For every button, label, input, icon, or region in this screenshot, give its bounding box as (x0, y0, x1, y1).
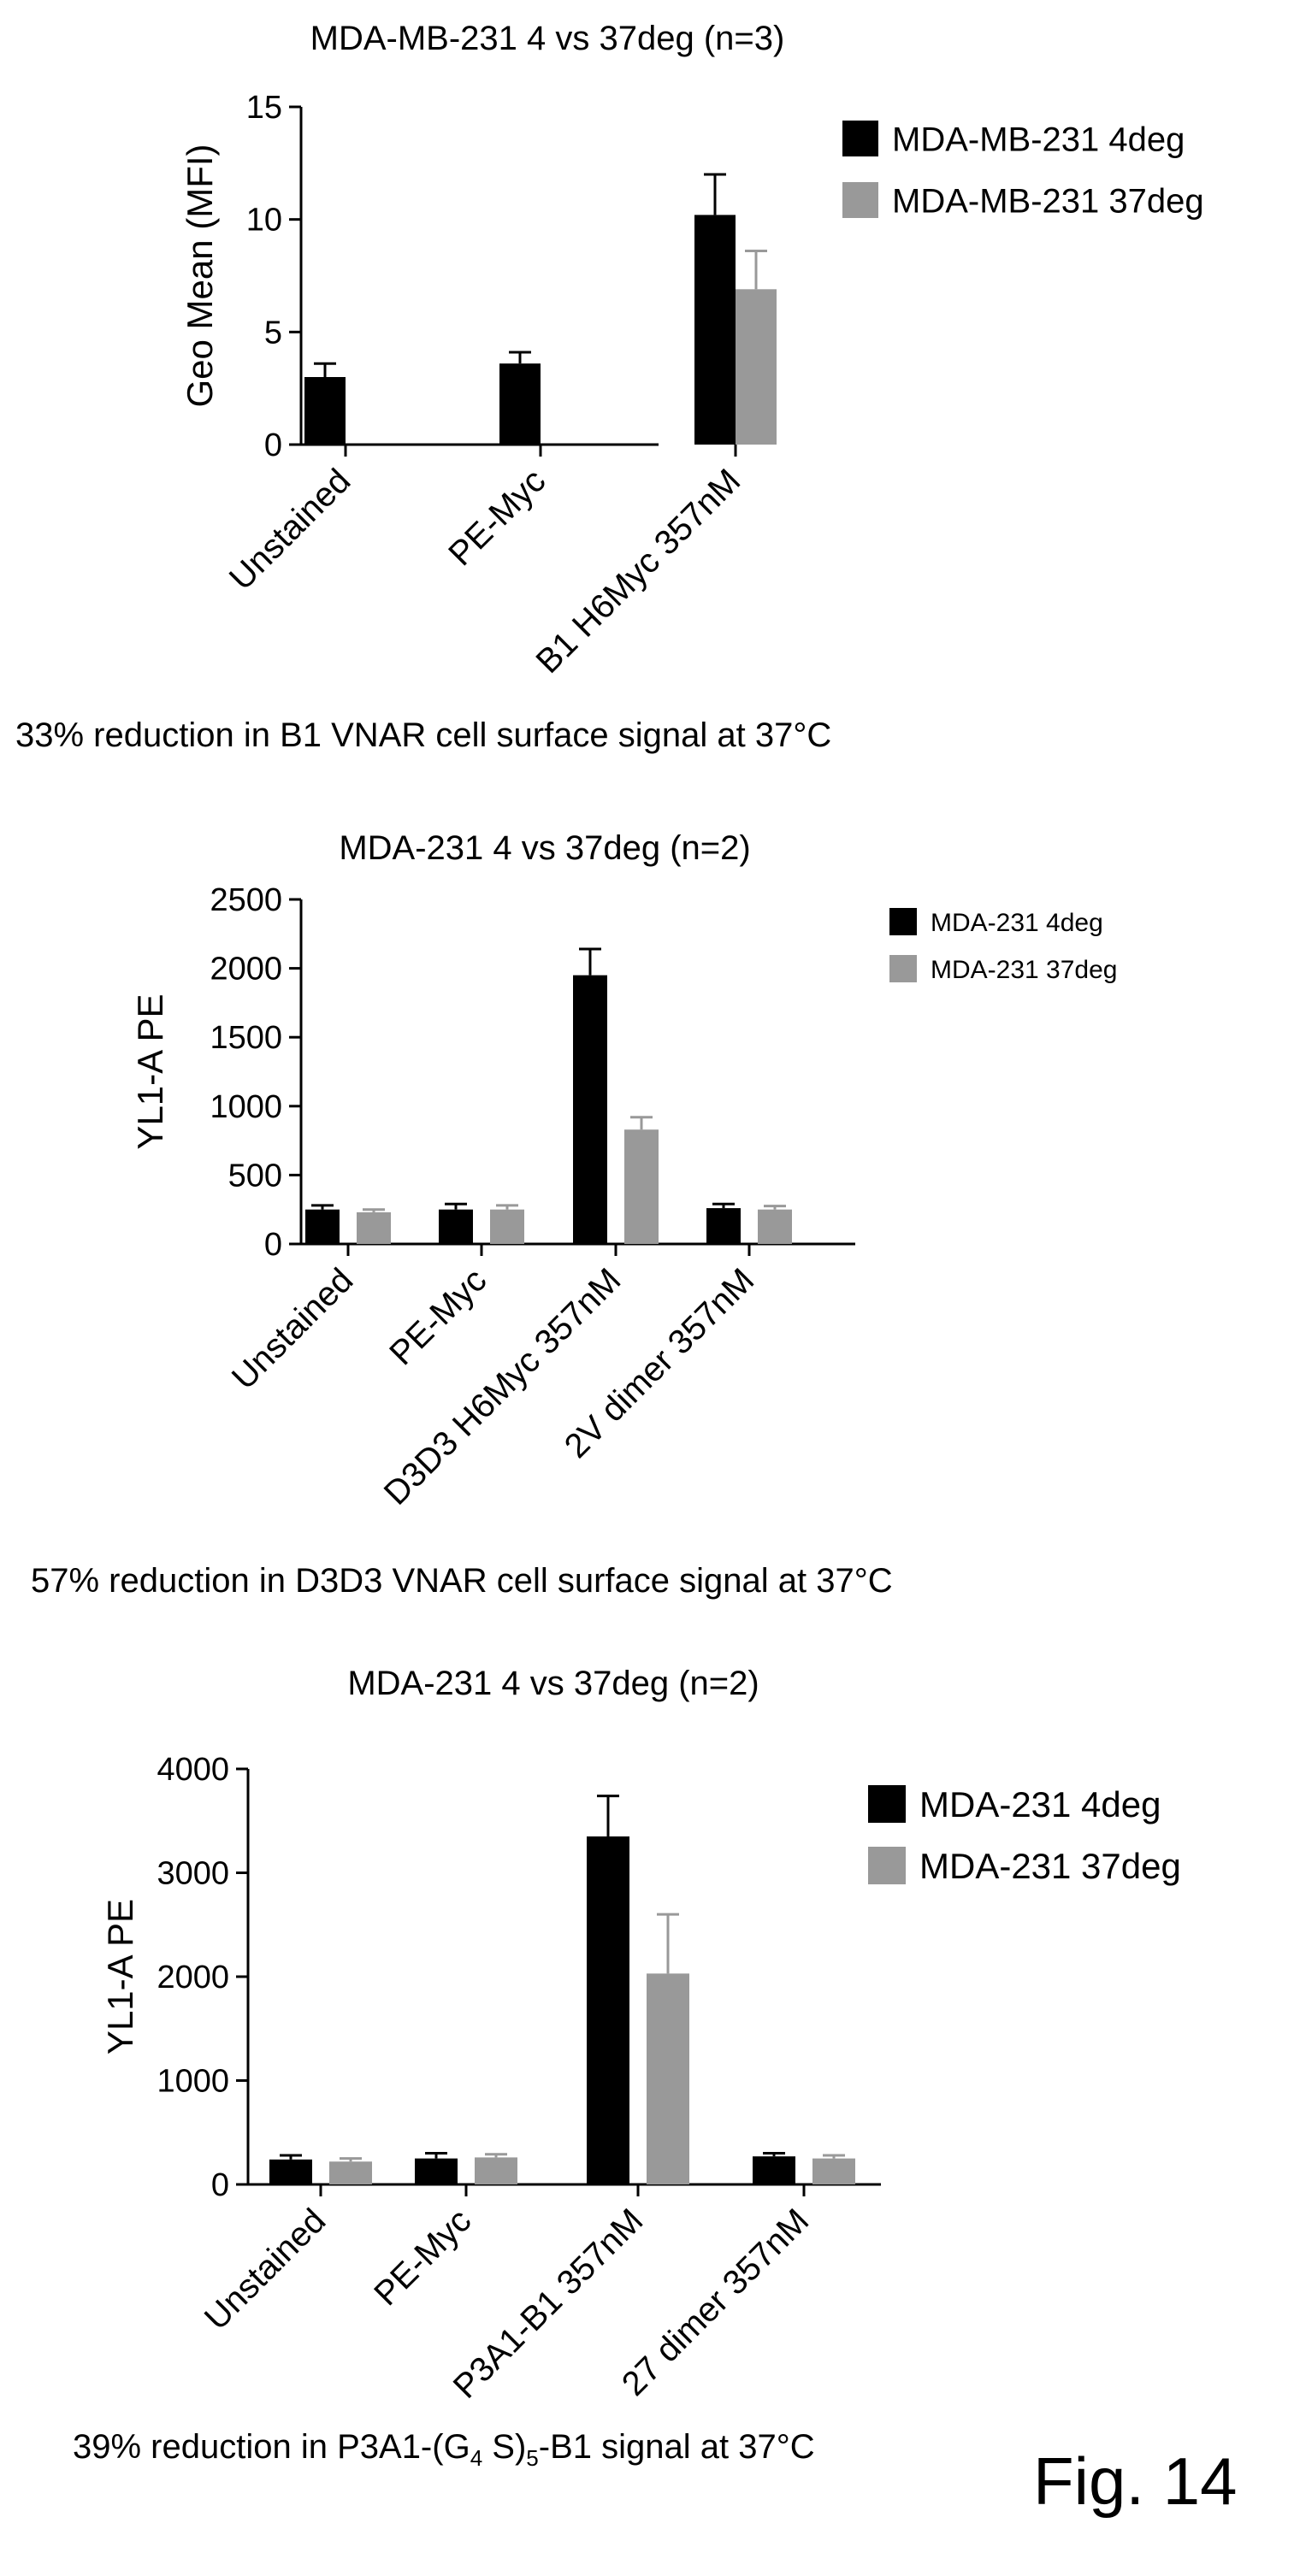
bar-37deg-4 (812, 2158, 855, 2184)
bar-37deg-3 (736, 289, 777, 445)
x-tick-label: PE-Myc (382, 1261, 493, 1372)
legend-swatch (842, 121, 878, 156)
chart-2: MDA-231 4 vs 37deg (n=2) 0 500 1000 1500 2000… (130, 829, 1117, 1512)
x-tick-label: PE-Myc (441, 462, 552, 573)
y-tick-label: 0 (211, 2167, 229, 2203)
bar-4deg-3 (694, 215, 736, 445)
y-tick-label: 10 (246, 203, 282, 239)
bar-4deg-4 (706, 1208, 741, 1244)
caption-chart-2: 57% reduction in D3D3 VNAR cell surface … (31, 1562, 893, 1600)
bar-4deg-3 (573, 975, 607, 1244)
caption-chart-3: 39% reduction in P3A1-(G4 S)5-B1 signal … (73, 2428, 815, 2471)
x-tick-label: B1 H6Myc 357nM (529, 462, 747, 681)
legend-swatch (868, 1847, 906, 1884)
y-tick-label: 2000 (157, 1960, 229, 1995)
legend-label: MDA-231 4deg (931, 909, 1103, 937)
x-tick-label: Unstained (222, 462, 357, 597)
bar-4deg-1 (305, 1209, 340, 1244)
legend-label: MDA-MB-231 4deg (892, 121, 1185, 158)
y-tick-label: 3000 (157, 1856, 229, 1892)
legend-label: MDA-231 4deg (919, 1784, 1161, 1824)
legend-swatch (889, 908, 917, 935)
bar-4deg-2 (499, 363, 541, 445)
chart-title: MDA-231 4 vs 37deg (n=2) (339, 829, 750, 867)
y-tick-label: 500 (228, 1158, 282, 1194)
legend-label: MDA-231 37deg (931, 956, 1117, 984)
bar-37deg-3 (647, 1973, 689, 2184)
chart-1: MDA-MB-231 4 vs 37deg (n=3) 0 5 10 15 Geo Mea… (180, 20, 1204, 681)
y-tick-label: 0 (264, 427, 282, 463)
bar-4deg-1 (269, 2159, 312, 2184)
y-tick-label: 5 (264, 315, 282, 351)
bar-37deg-4 (758, 1209, 792, 1244)
y-tick-label: 2000 (210, 952, 282, 987)
bar-37deg-2 (475, 2157, 517, 2184)
y-axis-label: YL1-A PE (130, 993, 170, 1149)
x-tick-label: D3D3 H6Myc 357nM (377, 1261, 629, 1512)
legend-swatch (868, 1785, 906, 1823)
bar-4deg-4 (753, 2156, 795, 2184)
bar-37deg-2 (490, 1209, 524, 1244)
y-tick-label: 1000 (157, 2064, 229, 2100)
y-axis-label: YL1-A PE (100, 1899, 140, 2054)
bar-4deg-2 (439, 1209, 473, 1244)
legend-swatch (889, 955, 917, 982)
y-tick-label: 1000 (210, 1089, 282, 1125)
chart-title: MDA-231 4 vs 37deg (n=2) (347, 1665, 759, 1702)
figure-label: Fig. 14 (1033, 2443, 1238, 2519)
caption-chart-1: 33% reduction in B1 VNAR cell surface si… (15, 716, 832, 754)
bar-37deg-3 (624, 1129, 659, 1244)
chart-3: MDA-231 4 vs 37deg (n=2) 0 1000 2000 3000 400… (100, 1665, 1181, 2406)
bar-37deg-1 (329, 2161, 372, 2184)
y-tick-label: 0 (264, 1227, 282, 1263)
bar-37deg-1 (357, 1211, 391, 1244)
x-tick-label: Unstained (198, 2202, 333, 2337)
legend-label: MDA-MB-231 37deg (892, 182, 1204, 220)
y-tick-label: 1500 (210, 1020, 282, 1056)
chart-title: MDA-MB-231 4 vs 37deg (n=3) (310, 20, 785, 57)
bar-4deg-3 (587, 1836, 629, 2184)
legend-swatch (842, 182, 878, 218)
bar-4deg-1 (304, 377, 346, 445)
y-tick-label: 2500 (210, 882, 282, 918)
x-tick-label: PE-Myc (367, 2202, 478, 2313)
bar-4deg-2 (415, 2158, 458, 2184)
y-tick-label: 4000 (157, 1752, 229, 1788)
y-tick-label: 15 (246, 90, 282, 126)
legend-label: MDA-231 37deg (919, 1846, 1181, 1886)
y-axis-label: Geo Mean (MFI) (180, 144, 220, 407)
x-tick-label: Unstained (225, 1261, 360, 1396)
